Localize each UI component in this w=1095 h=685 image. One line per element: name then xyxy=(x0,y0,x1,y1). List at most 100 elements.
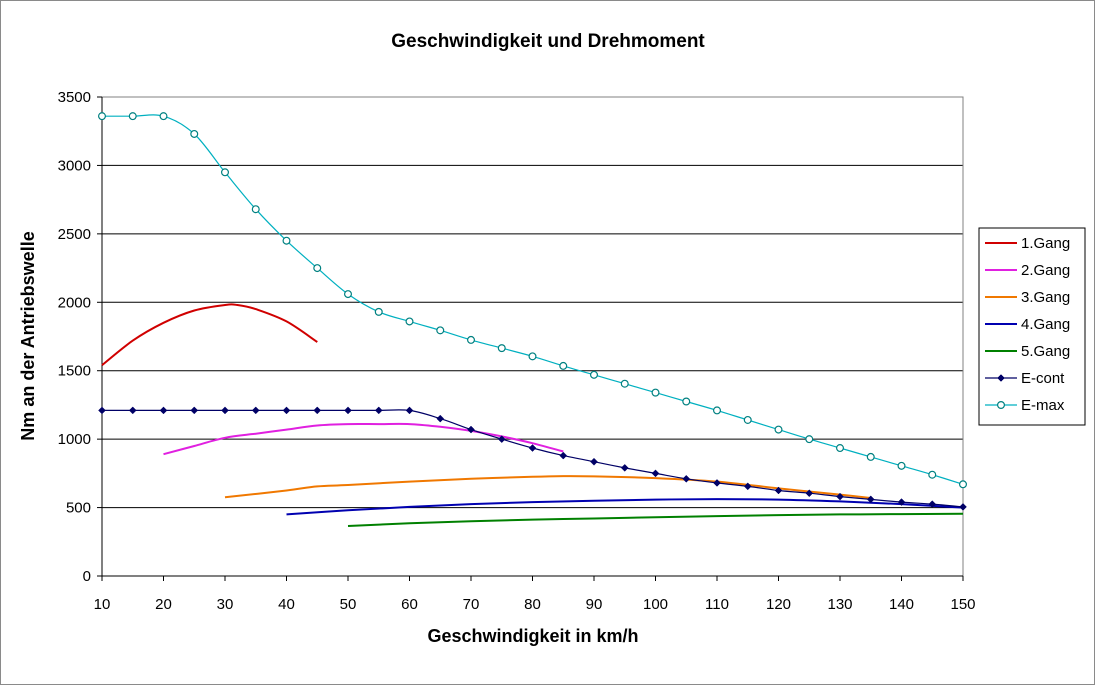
series-e-max-marker xyxy=(467,335,476,344)
series-e-cont-marker xyxy=(713,479,721,487)
series-2-gang xyxy=(163,422,564,456)
series-e-cont-marker xyxy=(805,489,814,498)
series-e-max-marker xyxy=(835,444,844,453)
series-e-cont-line xyxy=(102,409,964,508)
series-3-gang xyxy=(224,475,871,499)
series-e-max-marker xyxy=(251,205,260,214)
series-e-max-marker xyxy=(374,307,383,316)
legend: 1.Gang 2.Gang 3.Gang 4.Gang 5.Gang E-cont E-ma… xyxy=(978,227,1086,426)
x-tick-label: 100 xyxy=(643,596,668,613)
legend-3-gang: 3.Gang xyxy=(985,289,1070,306)
series-e-max-marker xyxy=(589,370,598,379)
series-e-cont-marker xyxy=(159,406,168,415)
series-e-max-marker xyxy=(774,425,783,434)
x-tick-label: 60 xyxy=(401,596,418,613)
x-tick-label: 110 xyxy=(705,596,729,613)
series-e-cont-marker xyxy=(221,406,229,415)
series-e-max-line xyxy=(102,114,964,485)
series-e-max-marker xyxy=(221,168,230,177)
x-tick-label: 130 xyxy=(827,596,852,613)
series-e-max-marker xyxy=(190,129,199,138)
y-tick-label: 3000 xyxy=(58,157,91,174)
series-4-gang xyxy=(286,498,964,516)
series-e-cont-marker xyxy=(774,486,783,495)
series-e-cont-marker xyxy=(559,451,568,460)
series-e-cont-marker xyxy=(405,406,414,415)
series-e-cont-marker xyxy=(251,406,260,415)
legend-2-gang: 2.Gang xyxy=(985,262,1070,279)
legend-5-gang-label: 5.Gang xyxy=(1021,343,1070,360)
y-tick-label: 1500 xyxy=(58,363,91,380)
series-e-max-marker xyxy=(528,352,537,361)
legend-3-gang-label: 3.Gang xyxy=(1021,289,1070,306)
y-tick-label: 2000 xyxy=(58,294,91,311)
series-e-max-marker xyxy=(405,317,414,326)
x-tick-label: 20 xyxy=(155,596,172,613)
x-tick-label: 30 xyxy=(217,596,234,613)
series-e-cont-marker xyxy=(651,469,660,478)
plot-area xyxy=(101,96,964,577)
legend-e-max: E-max xyxy=(985,397,1065,414)
legend-e-max-marker xyxy=(996,401,1005,410)
series-e-max-marker xyxy=(313,264,322,273)
series-4-gang-line xyxy=(286,498,964,516)
y-axis-ticks: 0 500 1000 1500 2000 2500 3000 3500 xyxy=(58,89,102,585)
series-e-max-marker xyxy=(436,326,445,335)
series-e-max-marker xyxy=(651,388,660,397)
series-e-cont-marker xyxy=(497,435,506,443)
series-e-max-marker xyxy=(682,397,691,406)
x-tick-label: 70 xyxy=(463,596,480,613)
series-e-cont-marker xyxy=(190,406,199,415)
legend-e-cont: E-cont xyxy=(985,370,1065,387)
series-e-max-marker xyxy=(97,112,106,121)
series-1-gang-line xyxy=(101,303,318,366)
legend-box xyxy=(978,227,1086,426)
series-e-max xyxy=(97,112,967,489)
legend-5-gang: 5.Gang xyxy=(985,343,1070,360)
series-e-cont-marker xyxy=(467,425,475,434)
series-3-gang-line xyxy=(224,475,871,499)
series-e-cont-marker xyxy=(897,498,906,506)
series-e-cont-marker xyxy=(98,406,106,415)
chart-title: Geschwindigkeit und Drehmoment xyxy=(391,31,705,52)
series-e-max-marker xyxy=(928,470,937,479)
y-tick-label: 3500 xyxy=(58,89,91,106)
series-e-max-marker xyxy=(344,290,353,299)
legend-e-cont-label: E-cont xyxy=(1021,370,1065,387)
series-e-cont-marker xyxy=(620,464,629,472)
series-e-cont-marker xyxy=(866,495,875,504)
x-tick-label: 120 xyxy=(766,596,791,613)
x-tick-label: 50 xyxy=(340,596,357,613)
series-e-max-marker xyxy=(159,112,168,121)
series-e-cont-marker xyxy=(344,406,352,415)
series-e-cont-marker xyxy=(682,474,691,483)
series-e-max-marker xyxy=(866,452,875,461)
x-axis-label: Geschwindigkeit in km/h xyxy=(427,626,638,646)
x-tick-label: 80 xyxy=(524,596,541,613)
series-e-max-marker xyxy=(805,435,814,444)
series-e-max-marker xyxy=(958,480,967,489)
series-e-cont-marker xyxy=(282,406,291,415)
series-e-cont-marker xyxy=(836,492,844,501)
x-tick-label: 40 xyxy=(278,596,295,613)
series-e-cont-marker xyxy=(374,406,383,415)
series-e-cont-marker xyxy=(313,406,322,415)
legend-e-cont-marker xyxy=(997,374,1005,382)
y-tick-label: 1000 xyxy=(58,431,91,448)
y-axis-label: Nm an der Antriebswelle xyxy=(18,231,38,440)
x-tick-label: 150 xyxy=(950,596,975,613)
legend-2-gang-label: 2.Gang xyxy=(1021,262,1070,279)
legend-e-max-label: E-max xyxy=(1021,397,1065,414)
series-e-max-marker xyxy=(897,461,906,470)
series-e-cont-marker xyxy=(436,414,445,423)
series-e-cont-marker xyxy=(743,482,752,491)
series-e-max-marker xyxy=(712,406,721,415)
x-axis-ticks: 10 20 30 40 50 60 70 80 90 100 110 120 130 140 150 xyxy=(94,97,976,613)
legend-4-gang: 4.Gang xyxy=(985,316,1070,333)
series-e-max-marker xyxy=(497,344,506,353)
series-e-max-marker xyxy=(282,236,291,245)
series-e-cont-marker xyxy=(590,457,598,466)
series-e-cont-marker xyxy=(128,406,137,415)
